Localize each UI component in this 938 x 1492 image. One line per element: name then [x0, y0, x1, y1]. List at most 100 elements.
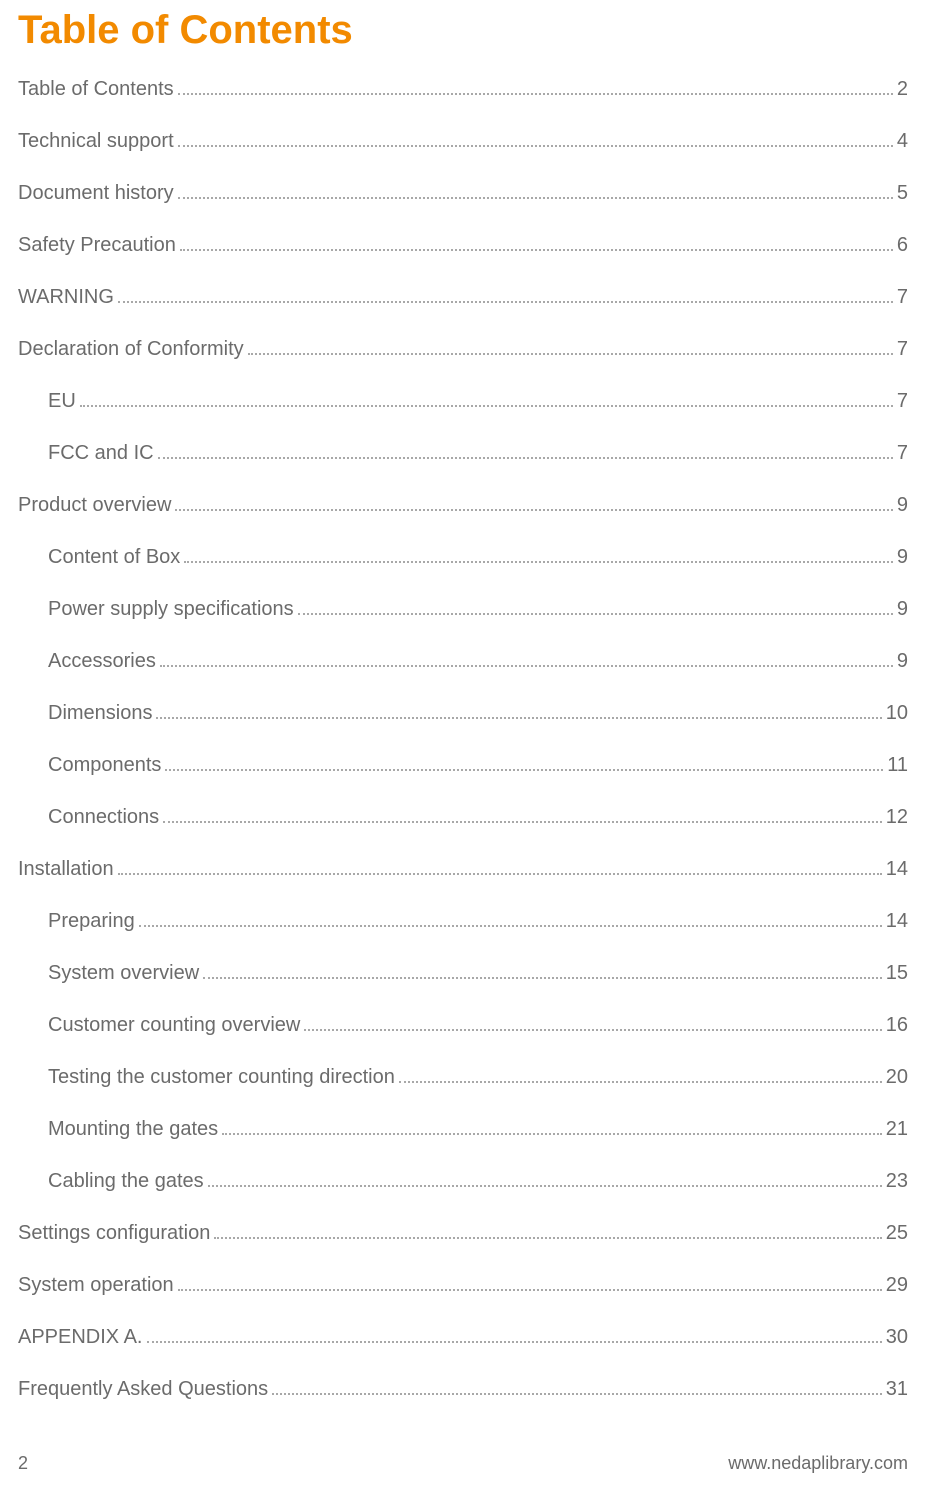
toc-leader-dots — [178, 1289, 882, 1291]
toc-label: Dimensions — [48, 701, 152, 725]
toc-row[interactable]: WARNING 7 — [18, 285, 908, 309]
toc-label: WARNING — [18, 285, 114, 309]
toc-row[interactable]: Safety Precaution 6 — [18, 233, 908, 257]
toc-page-number: 11 — [887, 753, 908, 777]
footer-url: www.nedaplibrary.com — [728, 1453, 908, 1474]
toc-leader-dots — [248, 353, 893, 355]
toc-row[interactable]: Cabling the gates 23 — [18, 1169, 908, 1193]
toc-leader-dots — [214, 1237, 881, 1239]
toc-row[interactable]: Preparing 14 — [18, 909, 908, 933]
toc-label: Power supply specifications — [48, 597, 294, 621]
toc-label: Connections — [48, 805, 159, 829]
toc-label: Mounting the gates — [48, 1117, 218, 1141]
toc-row[interactable]: Content of Box 9 — [18, 545, 908, 569]
toc-leader-dots — [160, 665, 893, 667]
toc-leader-dots — [80, 405, 893, 407]
toc-label: Frequently Asked Questions — [18, 1377, 268, 1401]
toc-leader-dots — [208, 1185, 882, 1187]
toc-leader-dots — [298, 613, 893, 615]
toc-page-number: 29 — [886, 1273, 908, 1297]
toc-row[interactable]: Connections 12 — [18, 805, 908, 829]
toc-leader-dots — [156, 717, 881, 719]
toc-leader-dots — [158, 457, 893, 459]
toc-page-number: 6 — [897, 233, 908, 257]
toc-row[interactable]: Document history 5 — [18, 181, 908, 205]
toc-row[interactable]: Frequently Asked Questions 31 — [18, 1377, 908, 1401]
toc-leader-dots — [178, 197, 893, 199]
toc-leader-dots — [272, 1393, 882, 1395]
toc-label: Product overview — [18, 493, 171, 517]
toc-row[interactable]: FCC and IC7 — [18, 441, 908, 465]
toc-label: Testing the customer counting direction — [48, 1065, 395, 1089]
toc-leader-dots — [304, 1029, 881, 1031]
toc-label: Technical support — [18, 129, 174, 153]
toc-row[interactable]: Technical support 4 — [18, 129, 908, 153]
toc-label: Settings configuration — [18, 1221, 210, 1245]
toc-label: System overview — [48, 961, 199, 985]
toc-row[interactable]: System operation 29 — [18, 1273, 908, 1297]
toc-label: Cabling the gates — [48, 1169, 204, 1193]
toc-row[interactable]: System overview 15 — [18, 961, 908, 985]
toc-leader-dots — [165, 769, 883, 771]
toc-page-number: 2 — [897, 77, 908, 101]
toc-row[interactable]: Installation14 — [18, 857, 908, 881]
toc-label: Customer counting overview — [48, 1013, 300, 1037]
toc-label: Declaration of Conformity — [18, 337, 244, 361]
toc-row[interactable]: Accessories9 — [18, 649, 908, 673]
toc-page-number: 4 — [897, 129, 908, 153]
toc-page-number: 7 — [897, 285, 908, 309]
page: Table of Contents Table of Contents 2 Tech… — [0, 0, 938, 1492]
toc-leader-dots — [178, 145, 893, 147]
toc-row[interactable]: Components 11 — [18, 753, 908, 777]
toc-page-number: 12 — [886, 805, 908, 829]
toc-label: FCC and IC — [48, 441, 154, 465]
toc-page-number: 23 — [886, 1169, 908, 1193]
toc-page-number: 9 — [897, 597, 908, 621]
toc-label: System operation — [18, 1273, 174, 1297]
toc-label: Content of Box — [48, 545, 180, 569]
table-of-contents: Table of Contents 2 Technical support 4 Docu… — [18, 77, 908, 1401]
toc-label: Preparing — [48, 909, 135, 933]
toc-leader-dots — [180, 249, 893, 251]
toc-leader-dots — [118, 873, 882, 875]
toc-leader-dots — [175, 509, 892, 511]
toc-page-number: 15 — [886, 961, 908, 985]
toc-page-number: 16 — [886, 1013, 908, 1037]
toc-label: Installation — [18, 857, 114, 881]
toc-page-number: 10 — [886, 701, 908, 725]
toc-leader-dots — [118, 301, 893, 303]
toc-page-number: 9 — [897, 493, 908, 517]
toc-row[interactable]: Settings configuration 25 — [18, 1221, 908, 1245]
toc-page-number: 5 — [897, 181, 908, 205]
toc-leader-dots — [399, 1081, 882, 1083]
toc-row[interactable]: Declaration of Conformity 7 — [18, 337, 908, 361]
toc-label: Accessories — [48, 649, 156, 673]
toc-row[interactable]: Table of Contents 2 — [18, 77, 908, 101]
toc-row[interactable]: Product overview 9 — [18, 493, 908, 517]
toc-row[interactable]: Customer counting overview 16 — [18, 1013, 908, 1037]
toc-row[interactable]: EU7 — [18, 389, 908, 413]
toc-page-number: 9 — [897, 545, 908, 569]
toc-label: Safety Precaution — [18, 233, 176, 257]
toc-row[interactable]: Mounting the gates 21 — [18, 1117, 908, 1141]
page-title: Table of Contents — [18, 8, 908, 53]
toc-row[interactable]: APPENDIX A.30 — [18, 1325, 908, 1349]
toc-page-number: 21 — [886, 1117, 908, 1141]
toc-page-number: 31 — [886, 1377, 908, 1401]
toc-label: APPENDIX A. — [18, 1325, 143, 1349]
toc-page-number: 14 — [886, 909, 908, 933]
toc-leader-dots — [163, 821, 882, 823]
toc-label: EU — [48, 389, 76, 413]
toc-row[interactable]: Testing the customer counting direction 2… — [18, 1065, 908, 1089]
toc-page-number: 20 — [886, 1065, 908, 1089]
toc-page-number: 7 — [897, 337, 908, 361]
toc-leader-dots — [203, 977, 882, 979]
toc-page-number: 25 — [886, 1221, 908, 1245]
toc-leader-dots — [184, 561, 893, 563]
toc-row[interactable]: Power supply specifications 9 — [18, 597, 908, 621]
toc-label: Table of Contents — [18, 77, 174, 101]
footer-page-number: 2 — [18, 1453, 28, 1474]
toc-row[interactable]: Dimensions 10 — [18, 701, 908, 725]
toc-label: Components — [48, 753, 161, 777]
toc-label: Document history — [18, 181, 174, 205]
